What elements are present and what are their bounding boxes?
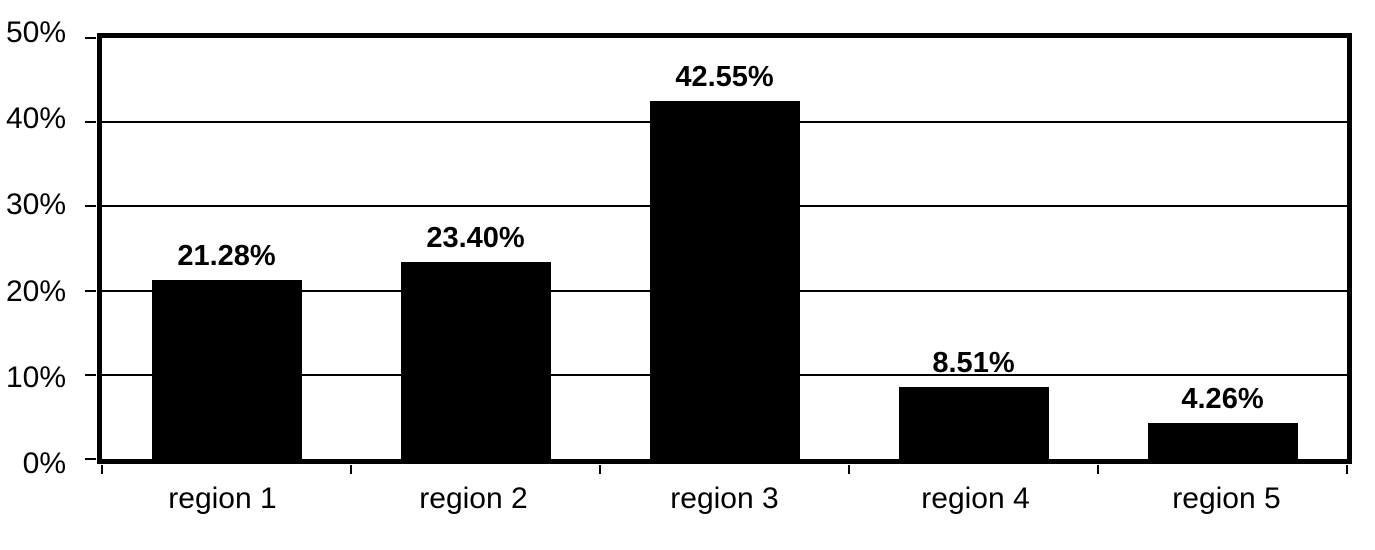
y-axis-tick-marks [85,37,1347,460]
y-tick-mark [85,289,96,292]
bar [649,100,800,459]
bar [1147,423,1298,459]
x-tick-label: region 1 [168,482,277,515]
y-tick-mark [85,458,96,460]
y-tick-label: 50% [5,16,66,49]
bar-group: 23.40% [351,38,600,459]
bars: 21.28% 23.40% 42.55% 8.51% 4.26% [102,38,1347,459]
x-tick-label: region 5 [1172,482,1281,515]
y-tick-mark [85,121,96,124]
x-tick-label: region 3 [670,482,779,515]
bar-value-label: 4.26% [1181,383,1264,416]
y-axis: 50% 40% 30% 20% 10% 0% [0,16,66,480]
plot-area: 21.28% 23.40% 42.55% 8.51% 4.26% [85,33,1352,474]
x-tick-mark [848,465,850,474]
bar [400,261,551,459]
y-tick-mark [85,373,96,376]
x-tick-mark [350,465,352,474]
y-tick-label: 20% [5,274,66,308]
bar-value-label: 8.51% [932,347,1015,380]
y-tick-label: 0% [22,447,66,480]
bar-value-label: 21.28% [177,239,276,272]
y-tick-mark [85,37,96,39]
x-tick-mark [101,465,103,474]
x-tick-mark [1097,465,1099,474]
y-tick-mark [85,205,96,208]
bar-value-label: 23.40% [426,221,525,254]
y-tick-label: 10% [5,360,66,394]
x-axis: region 1 region 2 region 3 region 4 regi… [97,482,1352,516]
bar-group: 8.51% [849,38,1098,459]
bar [151,279,302,459]
x-tick-mark [1346,465,1348,474]
bar-group: 42.55% [600,38,849,459]
bar-group: 21.28% [102,38,351,459]
bar-value-label: 42.55% [675,60,774,93]
x-axis-tick-marks [101,38,1348,474]
y-tick-label: 30% [5,188,66,222]
bar-group: 4.26% [1098,38,1347,459]
y-tick-label: 40% [5,102,66,136]
x-tick-mark [599,465,601,474]
x-tick-label: region 2 [419,482,528,515]
bar [898,387,1049,459]
x-tick-label: region 4 [921,482,1030,515]
